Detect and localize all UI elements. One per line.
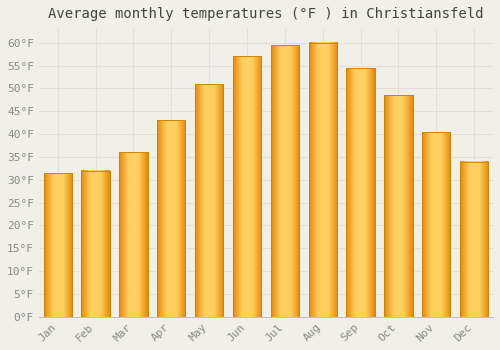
Bar [82,171,110,317]
Bar [270,45,299,317]
Bar [119,152,148,317]
Bar [82,171,110,317]
Bar [346,68,375,317]
Bar [308,43,337,317]
Bar [44,173,72,317]
Bar [233,56,261,317]
Bar [195,84,224,317]
Bar [195,84,224,317]
Bar [270,45,299,317]
Bar [157,120,186,317]
Bar [422,132,450,317]
Bar [422,132,450,317]
Bar [384,95,412,317]
Title: Average monthly temperatures (°F ) in Christiansfeld: Average monthly temperatures (°F ) in Ch… [48,7,484,21]
Bar [233,56,261,317]
Bar [346,68,375,317]
Bar [384,95,412,317]
Bar [44,173,72,317]
Bar [460,161,488,317]
Bar [460,161,488,317]
Bar [157,120,186,317]
Bar [119,152,148,317]
Bar [308,43,337,317]
